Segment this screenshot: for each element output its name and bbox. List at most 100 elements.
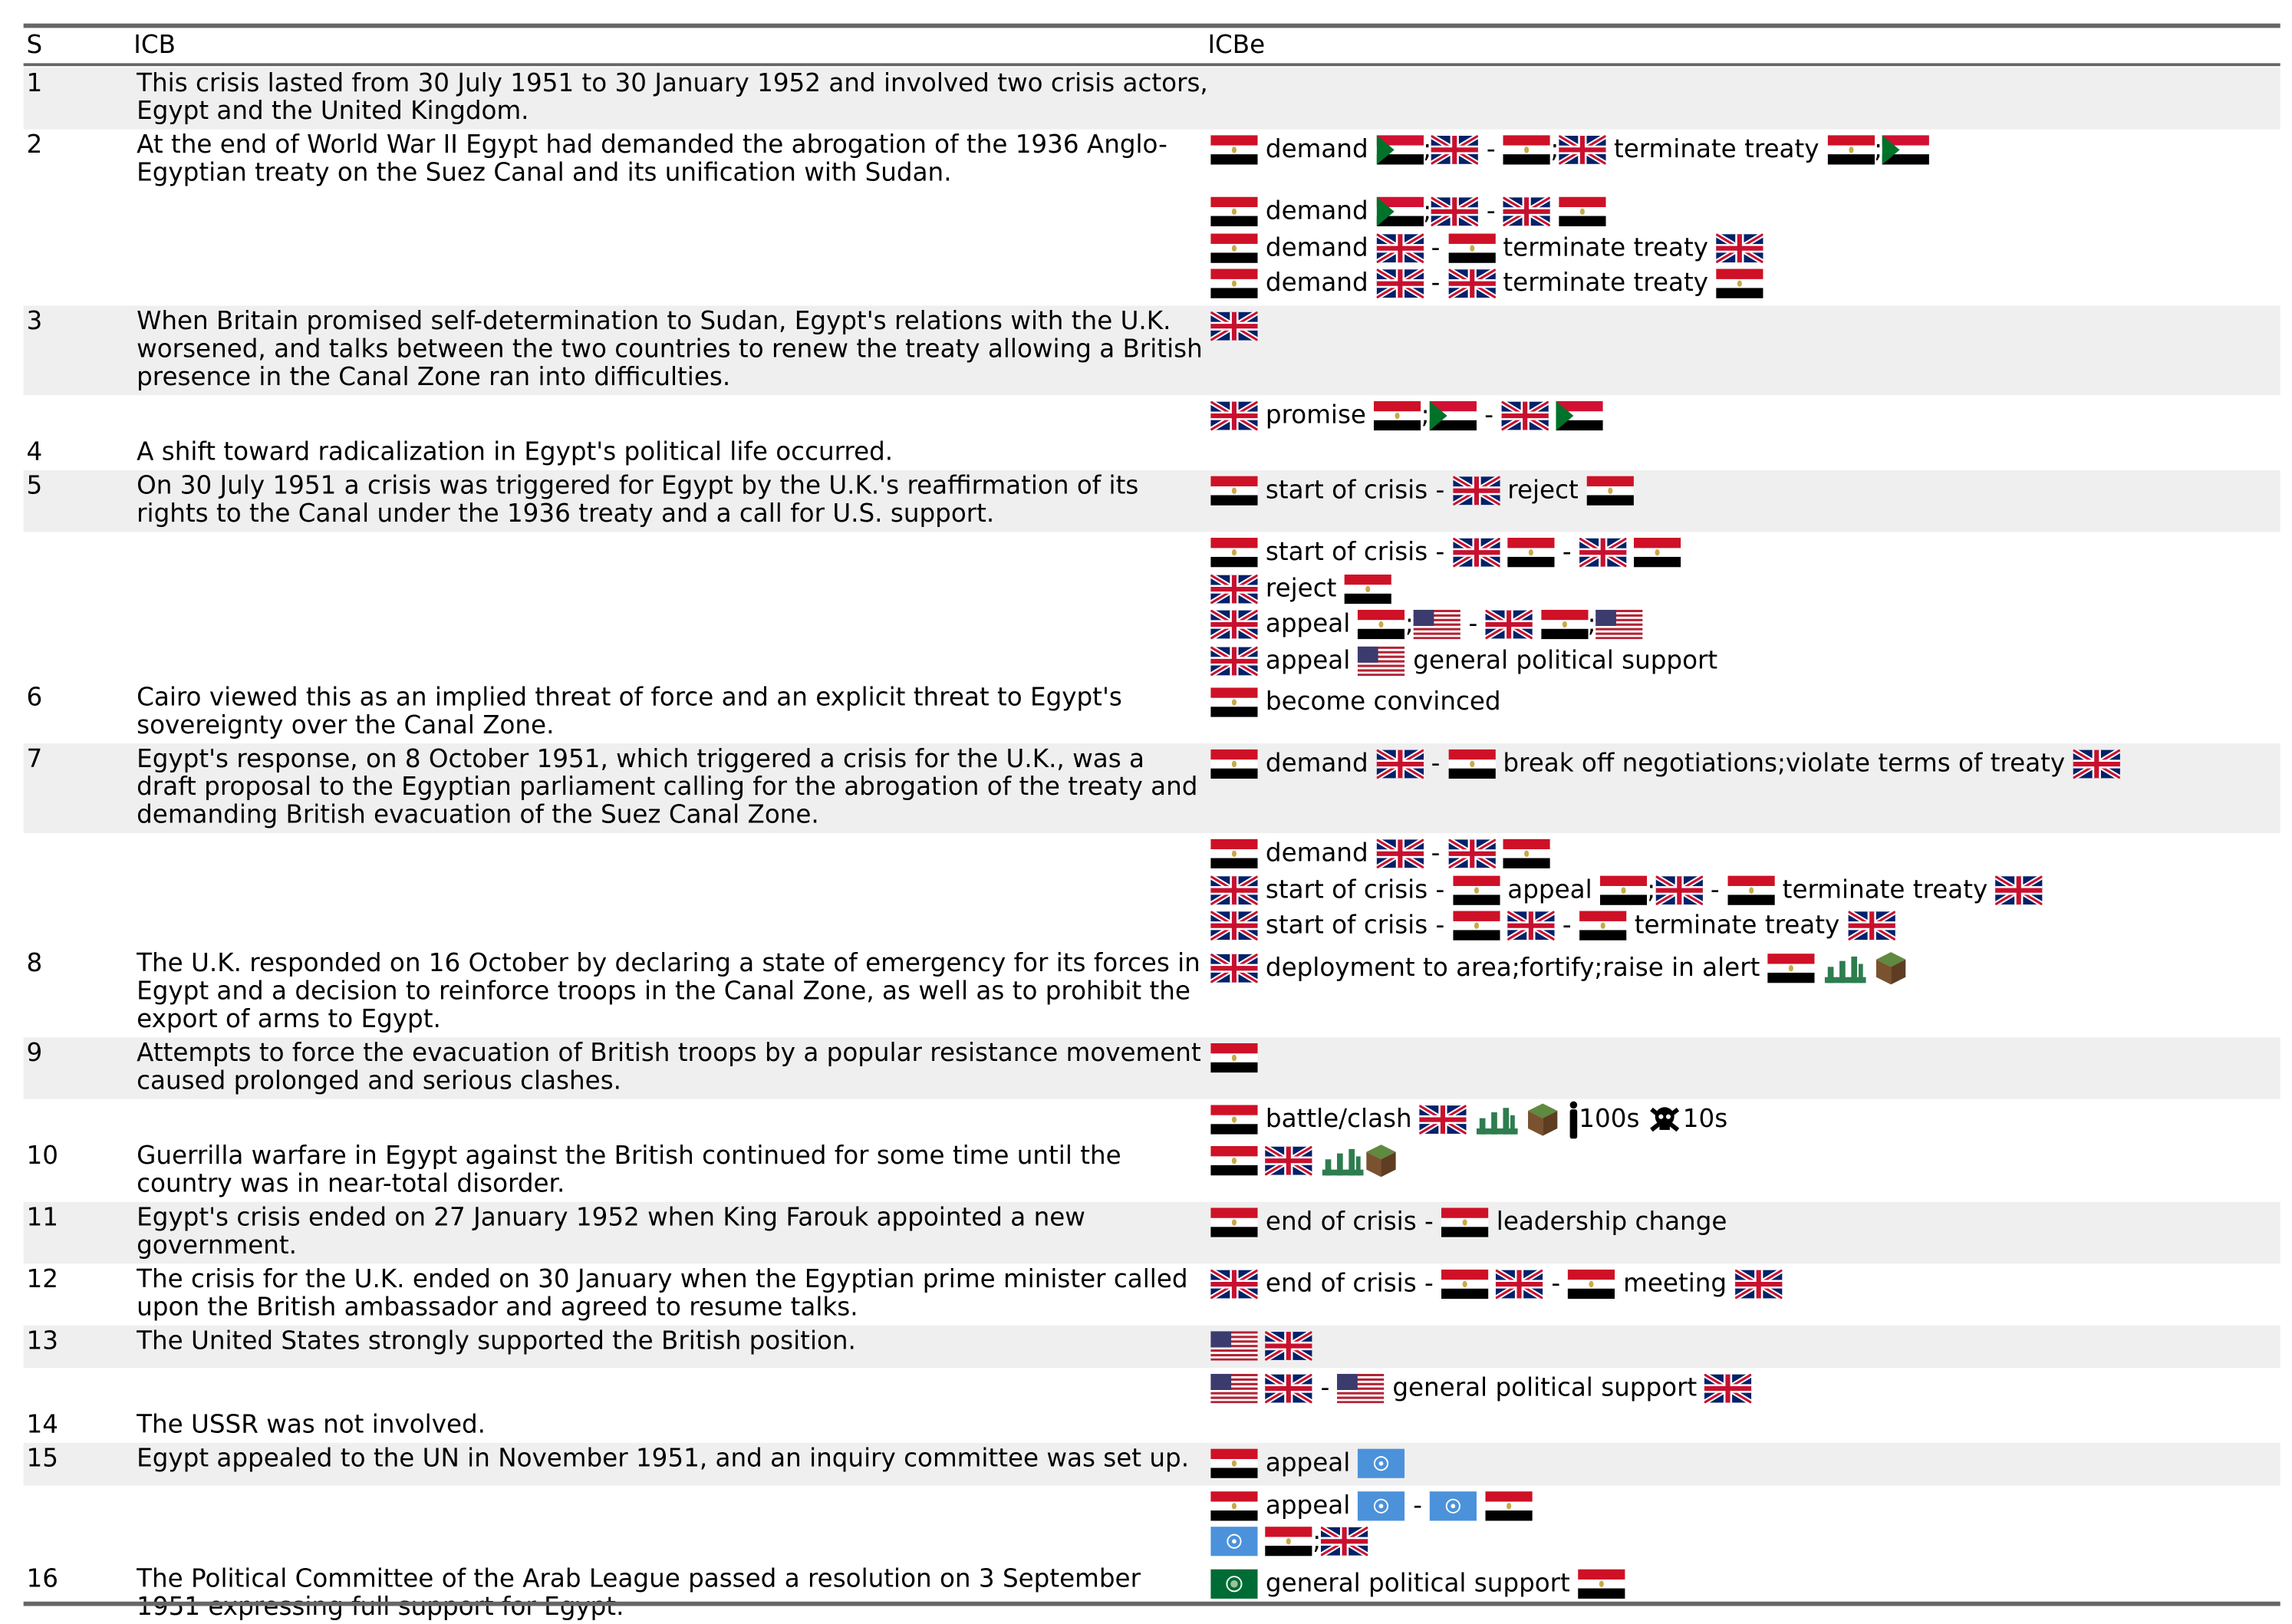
icbe-events	[1210, 1143, 2280, 1199]
sentence-number: 13	[26, 1326, 58, 1356]
flag-usa-icon	[1596, 610, 1643, 640]
table-row: 14 The USSR was not involved.	[24, 1409, 2280, 1443]
flag-uk-icon	[1210, 574, 1258, 604]
icbe-events: promise ; -	[1210, 397, 2280, 433]
event-text: general political support	[1257, 1569, 1579, 1599]
icbe-event: start of crisis - appeal ; - terminate t…	[1210, 872, 2280, 908]
flag-uk-icon	[1579, 538, 1627, 568]
event-text: promise	[1257, 400, 1375, 430]
table-row: 9 Attempts to force the evacuation of Bri…	[23, 1036, 2280, 1099]
event-text	[1258, 1527, 1266, 1556]
event-text	[1815, 954, 1823, 983]
flag-egypt-icon	[1344, 574, 1392, 604]
flag-uk-icon	[1452, 476, 1500, 506]
icb-text	[137, 194, 1210, 302]
header-s: S	[26, 31, 43, 61]
icbe-events: - general political support	[1210, 1370, 2280, 1406]
event-text: break off negotiations;violate terms of …	[1495, 749, 2073, 779]
flag-uk-icon	[1655, 875, 1703, 905]
icbe-event: demand - break off negotiations;violate …	[1210, 746, 2280, 782]
event-text: deployment to area;fortify;raise in aler…	[1257, 953, 1768, 983]
sentence-number	[24, 836, 137, 944]
icb-text: Cairo viewed this as an implied threat o…	[137, 683, 1122, 741]
sentence-number: 7	[26, 745, 43, 775]
icbe-event: appeal	[1210, 1446, 2280, 1482]
flag-uk-icon	[1704, 1373, 1752, 1403]
icbe-event: appeal ; - ;	[1210, 607, 2280, 643]
event-text: -	[1702, 875, 1728, 905]
table-row: 3 When Britain promised self-determinatio…	[23, 305, 2280, 395]
event-text: ;	[1550, 135, 1559, 166]
icbe-events: end of crisis - leadership change	[1210, 1205, 2280, 1261]
flag-egypt-icon	[1485, 1491, 1533, 1520]
icbe-event: demand - terminate treaty	[1210, 266, 2280, 302]
icbe-events: become convinced	[1210, 685, 2280, 741]
flag-usa-icon	[1337, 1373, 1385, 1403]
event-text: start of crisis -	[1257, 476, 1453, 506]
header-icb: ICB	[133, 31, 176, 61]
event-text: ;	[1405, 610, 1414, 640]
flag-egypt-icon	[1441, 1270, 1489, 1300]
sentence-number: 14	[26, 1410, 58, 1441]
flag-uk-icon	[1995, 875, 2043, 905]
person-icon	[1567, 1100, 1579, 1138]
icbe-event: become convinced	[1210, 685, 2280, 721]
event-text: -	[1476, 400, 1502, 430]
icbe-event	[1210, 1143, 2280, 1179]
flag-uk-icon	[1375, 839, 1424, 869]
flag-uk-icon	[1734, 1270, 1782, 1300]
flag-uk-icon	[1265, 1373, 1313, 1403]
event-text: -	[1405, 1491, 1431, 1520]
flag-egypt-icon	[1210, 1146, 1258, 1176]
icbe-events	[1210, 1412, 2280, 1440]
event-text: terminate treaty	[1626, 911, 1848, 941]
flag-sudan-icon	[1429, 400, 1477, 430]
sentence-number	[24, 1102, 137, 1138]
event-text	[1519, 1105, 1526, 1134]
icbe-events: appeal - ;	[1210, 1487, 2280, 1560]
flag-uk-icon	[1265, 1146, 1313, 1176]
icbe-events: demand - start of crisis - appeal ; - te…	[1210, 836, 2280, 944]
event-text: battle/clash	[1257, 1104, 1421, 1135]
event-text: start of crisis -	[1257, 911, 1453, 941]
icbe-events: demand ; - ; terminate treaty ;	[1210, 132, 2280, 188]
flag-egypt-icon	[1210, 1491, 1258, 1520]
table-row: 1 This crisis lasted from 30 July 1951 to…	[23, 68, 2280, 130]
top-rule	[23, 23, 2280, 28]
event-text: end of crisis -	[1257, 1207, 1442, 1238]
flag-uk-icon	[1210, 646, 1258, 676]
event-text: -	[1423, 749, 1448, 779]
event-text: appeal	[1499, 875, 1600, 905]
table-row: 5 On 30 July 1951 a crisis was triggered …	[23, 469, 2280, 532]
table-row: 4 A shift toward radicalization in Egypt'…	[24, 436, 2280, 470]
event-text: -	[1423, 268, 1448, 299]
event-text	[1258, 1373, 1266, 1402]
icbe-events: start of crisis - reject	[1210, 473, 2280, 529]
event-text: reject	[1499, 476, 1587, 506]
event-text	[1467, 1105, 1474, 1134]
flag-uk-icon	[1485, 610, 1533, 640]
flag-uk-icon	[1447, 268, 1496, 299]
flag-egypt-icon	[1210, 1207, 1258, 1238]
icbe-event: start of crisis - reject	[1210, 473, 2280, 509]
flag-un-icon	[1358, 1491, 1405, 1520]
flag-un-icon	[1430, 1491, 1477, 1520]
sentence-number: 12	[26, 1265, 58, 1295]
icbe-events	[1210, 1329, 2280, 1365]
table-row: 12 The crisis for the U.K. ended on 30 Ja…	[24, 1263, 2280, 1325]
event-text	[1549, 400, 1556, 430]
event-text: -	[1423, 839, 1448, 869]
troops-icon	[1475, 1103, 1519, 1135]
event-text: -	[1554, 538, 1580, 568]
table-row: battle/clash 100s 10s	[24, 1099, 2280, 1141]
icb-text: This crisis lasted from 30 July 1951 to …	[137, 69, 1208, 127]
flag-egypt-icon	[1540, 610, 1588, 640]
event-text	[1550, 197, 1558, 226]
flag-uk-icon	[1375, 233, 1424, 263]
flag-arab-league-icon	[1210, 1569, 1258, 1599]
sentence-number: 5	[26, 471, 43, 502]
flag-egypt-icon	[1210, 197, 1258, 227]
event-text: terminate treaty	[1495, 268, 1717, 299]
icb-text	[137, 397, 1210, 433]
